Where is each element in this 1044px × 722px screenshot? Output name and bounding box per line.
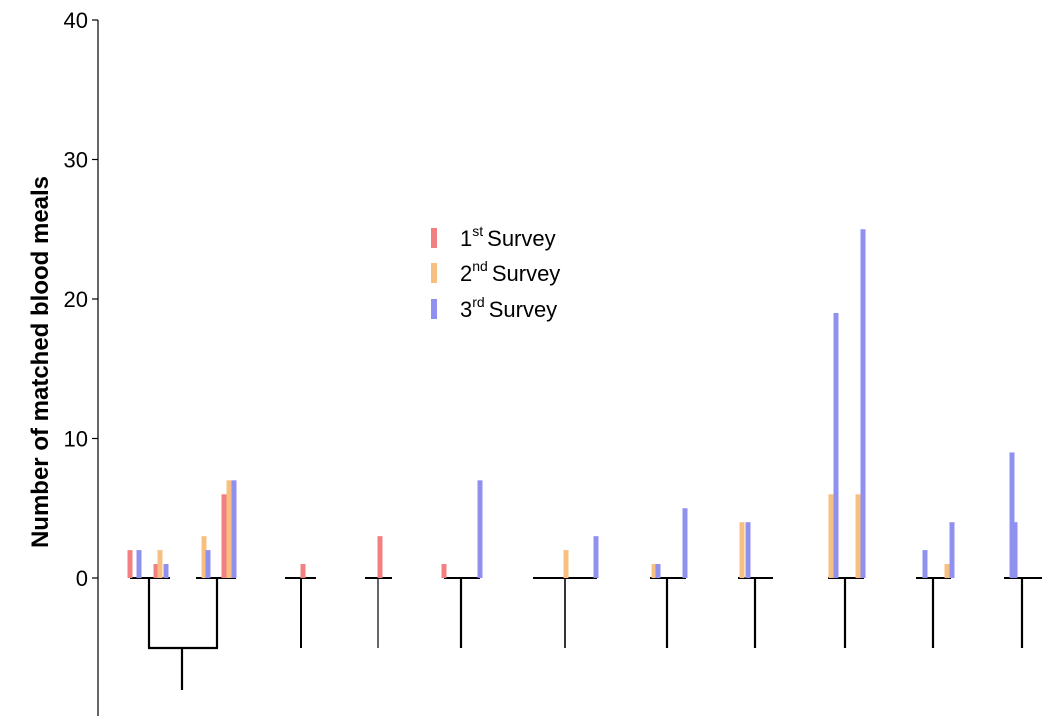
bars [127,229,1018,578]
bar [745,522,751,578]
legend-ordinal: 1 [460,226,472,251]
bar [477,480,483,578]
bar [231,480,237,578]
bar [221,494,227,578]
bar [377,536,383,578]
y-axis-title: Number of matched blood meals [27,176,54,548]
bar [127,550,133,578]
legend-swatch [431,263,437,283]
bar [833,312,839,578]
bar [855,494,861,578]
bar [201,536,207,578]
legend-label: 1st Survey [460,223,556,251]
legend-suffix: nd [472,258,488,274]
bar [136,550,142,578]
bar [163,564,169,578]
legend-suffix: st [472,223,483,239]
legend-suffix: rd [472,294,484,310]
bar [655,564,661,578]
bar [157,550,163,578]
bar [300,564,306,578]
bar [153,564,159,578]
legend-series-name: Survey [492,261,560,286]
y-tick-label: 10 [64,427,88,452]
bar [739,522,745,578]
bar [205,550,211,578]
y-tick-label: 30 [64,148,88,173]
dendrogram [130,577,1042,690]
legend-series-name: Survey [487,226,555,251]
bar [1012,522,1018,578]
legend-swatch [431,299,437,319]
y-tick-label: 20 [64,287,88,312]
y-tick-label: 40 [64,8,88,33]
legend-label: 3rd Survey [460,294,557,322]
bar [949,522,955,578]
legend-label: 2nd Survey [460,258,560,286]
bar [1009,452,1015,578]
y-tick-label: 0 [76,566,88,591]
bar [593,536,599,578]
legend-ordinal: 3 [460,297,472,322]
bar [226,480,232,578]
bar [651,564,657,578]
bar [682,508,688,578]
bar [860,229,866,578]
legend-series-name: Survey [489,297,557,322]
bar [563,550,569,578]
bar [828,494,834,578]
legend-ordinal: 2 [460,261,472,286]
legend-swatch [431,228,437,248]
bar [922,550,928,578]
bar [441,564,447,578]
y-axis: 0 10 20 30 40 [64,8,99,716]
bar [944,564,950,578]
